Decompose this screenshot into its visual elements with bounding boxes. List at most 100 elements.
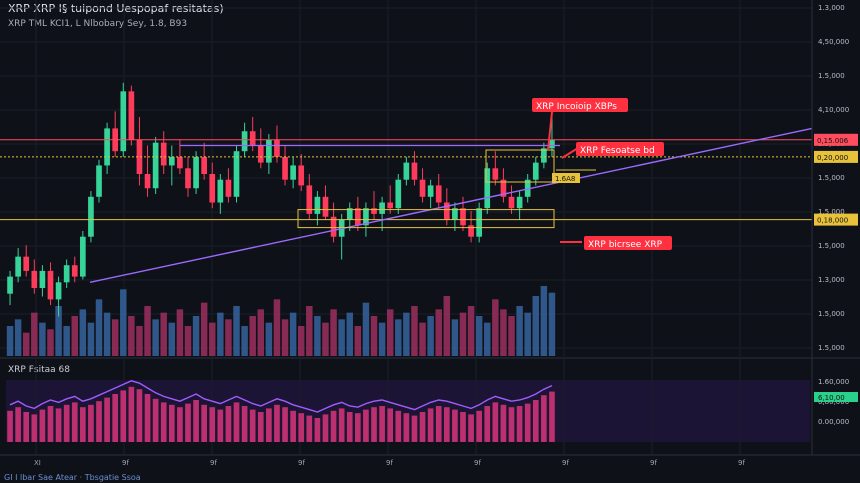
rsi-tick-label: 1.60,000 (818, 378, 849, 386)
rsi-bar (427, 408, 434, 442)
rsi-bar (112, 394, 119, 442)
volume-bar (467, 306, 475, 356)
arrow-top (547, 111, 553, 151)
rsi-bar (371, 407, 377, 442)
rsi-bar (290, 410, 296, 442)
breakout-box (485, 149, 555, 183)
price-tick-label: 1.5,000 (818, 344, 845, 352)
rsi-bar (63, 404, 70, 442)
volume-bar (233, 306, 240, 356)
rsi-bar (314, 418, 321, 442)
rsi-bar (31, 414, 38, 442)
candle-body (257, 145, 264, 163)
candle-body (185, 168, 191, 189)
volume-bar (95, 299, 103, 356)
candle-body (298, 165, 305, 186)
candle-body (193, 156, 199, 189)
rsi-bars (7, 380, 555, 442)
rsi-bar (104, 397, 110, 442)
candle-body (160, 142, 167, 166)
rsi-bar (395, 410, 402, 442)
rsi-bar (484, 406, 491, 442)
annotation-resistance: XRP Fesoatse bd (580, 146, 655, 156)
candle-body (7, 276, 13, 294)
rsi-bar (338, 408, 345, 442)
annotation-top: XRP Incoioip XBPs (536, 102, 617, 112)
candle-body (104, 128, 110, 166)
rsi-bar (443, 407, 450, 442)
price-tick-label: 1.5,000 (818, 174, 845, 182)
volume-bar (492, 299, 499, 356)
rsi-bar (96, 401, 102, 442)
candle-body (80, 236, 86, 277)
candle-body (387, 202, 394, 209)
trendline (89, 127, 813, 283)
rsi-bar (355, 413, 361, 442)
candle-body (177, 156, 183, 169)
price-tick-label: 4,50,000 (818, 38, 849, 46)
candle-body (460, 208, 466, 226)
volume-bar (87, 322, 95, 356)
rsi-bar (71, 402, 78, 442)
candle-body (452, 208, 458, 220)
footer-caption: GI I lbar Sae Atear · Tbsgatie Ssoa (4, 473, 141, 482)
volume-bar (500, 309, 507, 356)
rsi-bar (168, 404, 175, 442)
candle-body (128, 91, 135, 140)
volume-bar (103, 312, 111, 356)
candle-body (395, 179, 402, 209)
candle-body (63, 265, 70, 283)
time-tick-label: 9f (298, 459, 305, 467)
volume-bar (241, 326, 248, 356)
volume-bar (209, 322, 216, 356)
chart-subtitle: XRP TML KCI1, L Nlbobary Sey, 1.8, B93 (8, 19, 187, 29)
rsi-bar (225, 406, 232, 442)
rsi-bar (80, 407, 86, 442)
volume-bar (354, 326, 362, 356)
candle-body (15, 256, 21, 277)
arrow-resistance (561, 147, 579, 159)
rsi-tick-label: 0.00,000 (818, 418, 849, 426)
annotation-support: XRP bicrsee XRP (588, 240, 663, 250)
rsi-bar (209, 407, 216, 442)
candle-body (508, 196, 515, 209)
volume-bar (403, 312, 410, 356)
volume-bar (55, 306, 62, 356)
time-tick-label: 9f (650, 459, 657, 467)
rsi-bar (39, 409, 46, 442)
rsi-bar (201, 404, 207, 442)
candle-body (233, 151, 240, 197)
volume-bar (79, 309, 87, 356)
volume-bar (168, 322, 176, 356)
annotation-mid: 1.6A8 (555, 175, 575, 183)
candle-body (532, 162, 539, 180)
volume-bar (443, 296, 451, 356)
volume-bar (176, 309, 184, 356)
price-badge: 0,15.006 (817, 137, 849, 145)
rsi-bar (249, 409, 256, 442)
rsi-bar (476, 410, 482, 442)
time-tick-label: 9f (562, 459, 569, 467)
rsi-bar (306, 415, 313, 442)
price-tick-label: 1.5,000 (818, 72, 845, 80)
volume-bar (451, 319, 459, 356)
volume-bar (249, 316, 256, 356)
volume-bar (330, 309, 337, 356)
rsi-bar (460, 412, 466, 442)
time-tick-label: 9f (122, 459, 129, 467)
rsi-bar (7, 410, 13, 442)
volume-bar (6, 326, 14, 356)
volume-bar (346, 312, 353, 356)
candle-body (314, 196, 321, 214)
volume-bar (184, 326, 192, 356)
rsi-bar (492, 402, 499, 442)
rsi-bar (88, 404, 94, 442)
candle-body (47, 270, 54, 300)
candle-body (88, 196, 94, 237)
rsi-bar (541, 395, 547, 442)
rsi-title: XRP Fsitaa 68 (8, 365, 70, 375)
candle-body (476, 208, 482, 237)
candle-body (266, 139, 272, 163)
volume-bar (548, 292, 556, 356)
volume-bar (314, 316, 321, 356)
